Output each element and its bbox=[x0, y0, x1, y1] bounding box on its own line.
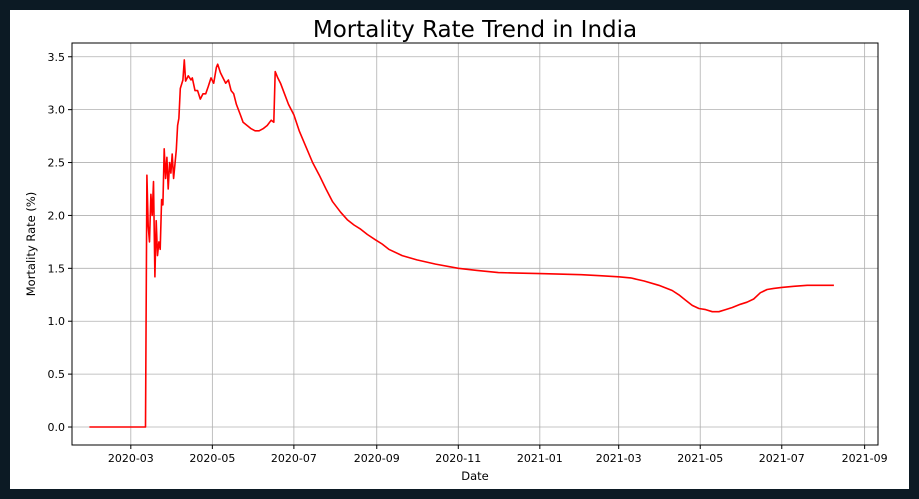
x-tick-label: 2021-07 bbox=[759, 452, 805, 465]
series-line bbox=[89, 59, 834, 428]
x-tick-label: 2021-05 bbox=[677, 452, 723, 465]
chart-frame: Mortality Rate Trend in India 2020-03 202… bbox=[10, 10, 909, 489]
y-tick-label: 2.0 bbox=[48, 209, 66, 222]
x-tick-label: 2021-03 bbox=[596, 452, 642, 465]
x-tick-label: 2020-11 bbox=[435, 452, 481, 465]
y-tick-label: 0.0 bbox=[48, 421, 66, 434]
x-tick-label: 2021-01 bbox=[517, 452, 563, 465]
plot-area-border bbox=[71, 42, 879, 446]
x-axis-label: Date bbox=[461, 469, 489, 483]
y-tick-label: 1.5 bbox=[48, 262, 66, 275]
x-tick-label: 2020-05 bbox=[189, 452, 235, 465]
y-tick-label: 1.0 bbox=[48, 315, 66, 328]
y-axis-label: Mortality Rate (%) bbox=[24, 192, 38, 297]
y-tick-label: 3.0 bbox=[48, 104, 66, 117]
mortality-line-chart: Mortality Rate Trend in India 2020-03 202… bbox=[24, 17, 888, 483]
x-axis-ticks: 2020-03 2020-05 2020-07 2020-09 2020-11 2021-… bbox=[108, 445, 888, 465]
y-tick-label: 3.5 bbox=[48, 51, 66, 64]
x-tick-label: 2021-09 bbox=[842, 452, 888, 465]
chart-title: Mortality Rate Trend in India bbox=[313, 17, 637, 43]
y-tick-label: 0.5 bbox=[48, 368, 66, 381]
y-axis-ticks: 0.0 0.5 1.0 1.5 2.0 2.5 3.0 3.5 bbox=[48, 51, 72, 434]
x-tick-label: 2020-03 bbox=[108, 452, 154, 465]
grid bbox=[72, 43, 878, 445]
x-tick-label: 2020-07 bbox=[271, 452, 317, 465]
y-tick-label: 2.5 bbox=[48, 157, 66, 170]
x-tick-label: 2020-09 bbox=[354, 452, 400, 465]
